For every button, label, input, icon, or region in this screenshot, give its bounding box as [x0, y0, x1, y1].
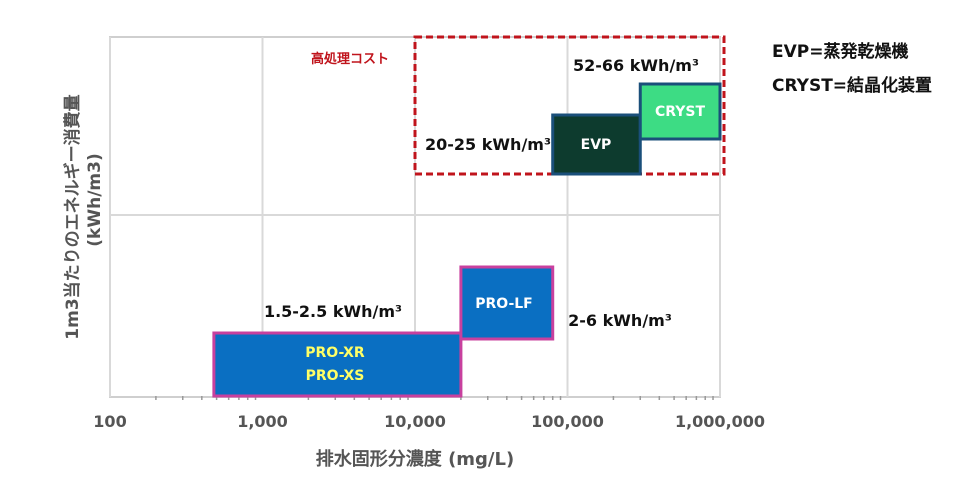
bar-1: [459, 265, 555, 341]
legend-cryst: CRYST=結晶化装置: [772, 76, 933, 96]
bar-label-2: EVP: [581, 137, 612, 153]
energy-label-2: 20-25 kWh/m³: [425, 135, 551, 154]
energy-label-0: 1.5-2.5 kWh/m³: [264, 302, 402, 321]
legend-evp: EVP=蒸発乾燥機: [772, 42, 909, 62]
bar-3: [638, 82, 722, 141]
energy-label-3: 52-66 kWh/m³: [573, 56, 699, 75]
bar-label-0: PRO-XS: [306, 368, 365, 384]
y-axis-label: 1m3当たりのエネルギー消費量: [62, 94, 83, 339]
bar-label-1: PRO-LF: [475, 296, 533, 312]
x-axis-label: 排水固形分濃度 (mg/L): [316, 448, 514, 470]
bar-0: [212, 331, 463, 398]
high-cost-label: 高処理コスト: [311, 51, 389, 67]
y-axis-unit: (kWh/m3): [85, 153, 105, 246]
x-tick-label: 10,000: [384, 412, 446, 431]
bar-label-3: CRYST: [655, 104, 706, 120]
x-tick-label: 1,000,000: [675, 412, 765, 431]
x-tick-label: 100,000: [531, 412, 604, 431]
bar-2: [551, 113, 642, 176]
energy-label-1: 2-6 kWh/m³: [568, 311, 672, 330]
bar-label-0: PRO-XR: [305, 345, 365, 361]
x-tick-label: 100: [93, 412, 126, 431]
x-tick-label: 1,000: [237, 412, 288, 431]
